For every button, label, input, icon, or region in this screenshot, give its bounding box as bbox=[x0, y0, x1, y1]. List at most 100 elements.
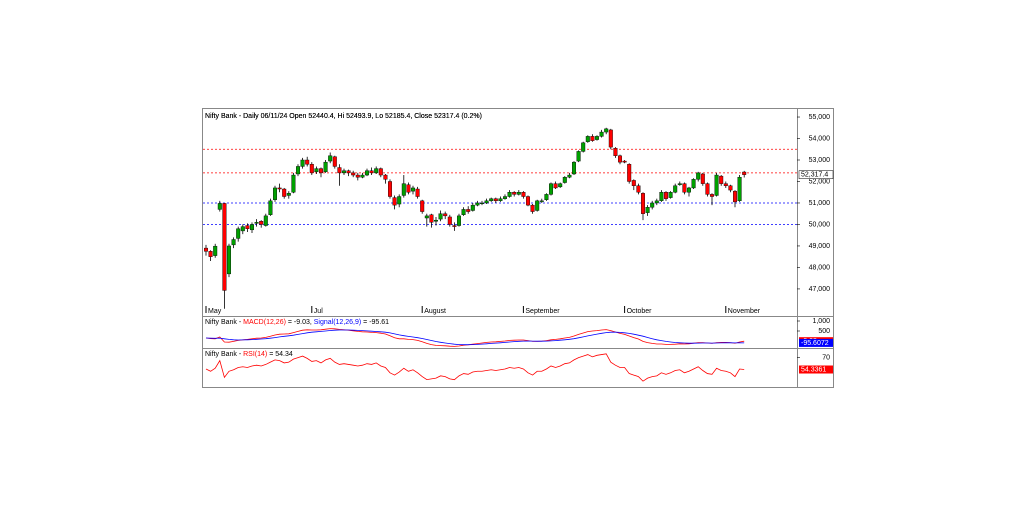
candle-body bbox=[351, 172, 356, 176]
y-tick-label: 500 bbox=[818, 328, 830, 335]
candle-body bbox=[424, 215, 429, 219]
candle-body bbox=[429, 214, 434, 223]
candle-body bbox=[309, 164, 314, 174]
candle-body bbox=[282, 188, 287, 197]
chart-frame bbox=[202, 108, 834, 388]
candle-body bbox=[208, 251, 213, 257]
candle-body bbox=[213, 245, 218, 256]
y-tick-label: 47,000 bbox=[809, 286, 831, 293]
candle-body bbox=[254, 222, 259, 224]
candle-body bbox=[654, 200, 659, 204]
y-tick-label: 52,000 bbox=[809, 178, 831, 185]
y-tick-label: 55,000 bbox=[809, 114, 831, 121]
candle-body bbox=[507, 192, 512, 197]
candle-body bbox=[392, 197, 397, 206]
candle-body bbox=[558, 183, 563, 188]
candle-body bbox=[342, 170, 347, 174]
candle-body bbox=[493, 198, 498, 202]
candle-body bbox=[217, 203, 222, 210]
x-tick-label: Jul bbox=[314, 308, 323, 315]
candle-body bbox=[480, 202, 485, 204]
candle-body bbox=[484, 200, 489, 204]
candle-body bbox=[300, 159, 305, 167]
candle-body bbox=[226, 245, 231, 275]
candle-body bbox=[687, 187, 692, 193]
candle-body bbox=[521, 192, 526, 197]
candle-body bbox=[576, 151, 581, 162]
candle-body bbox=[691, 179, 696, 189]
candle-body bbox=[705, 183, 710, 195]
candle-body bbox=[273, 187, 278, 200]
x-tick-label: October bbox=[627, 308, 653, 315]
candle-body bbox=[585, 136, 590, 142]
candle-body bbox=[369, 170, 374, 174]
candle-body bbox=[599, 131, 604, 137]
value-tag-label: 54.3361 bbox=[801, 366, 826, 373]
candle-body bbox=[613, 147, 618, 156]
candle-body bbox=[475, 202, 480, 206]
candle-body bbox=[470, 204, 475, 211]
candle-body bbox=[581, 142, 586, 152]
candle-body bbox=[346, 170, 351, 174]
x-tick-label: September bbox=[525, 308, 560, 315]
y-tick-label: 54,000 bbox=[809, 135, 831, 142]
candle-body bbox=[733, 190, 738, 203]
panel-title-part: Signal(12,26,9) bbox=[314, 319, 361, 326]
chart-title: Nifty Bank - Daily 06/11/24 Open 52440.4… bbox=[205, 113, 482, 120]
candle-body bbox=[236, 228, 241, 239]
candle-body bbox=[360, 174, 365, 178]
candle-body bbox=[723, 183, 728, 186]
candle-body bbox=[323, 161, 328, 173]
candle-body bbox=[355, 174, 360, 178]
candle-body bbox=[286, 193, 291, 196]
candle-body bbox=[710, 194, 715, 197]
candle-body bbox=[328, 155, 333, 162]
panel-title: Nifty Bank - MACD(12,26) = -9.03, Signal… bbox=[205, 319, 389, 326]
candle-body bbox=[203, 247, 208, 252]
candle-body bbox=[249, 224, 254, 231]
value-tag-label: -95.6072 bbox=[801, 340, 829, 347]
candle-body bbox=[461, 209, 466, 215]
candle-body bbox=[397, 196, 402, 205]
price-tag-label: 52,317.4 bbox=[801, 172, 828, 179]
candle-body bbox=[677, 183, 682, 185]
candle-body bbox=[700, 173, 705, 184]
x-tick-label: November bbox=[728, 308, 761, 315]
candle-body bbox=[728, 185, 733, 191]
candle-body bbox=[443, 213, 448, 217]
candle-body bbox=[434, 219, 439, 222]
panel-title-part: Nifty Bank - bbox=[205, 351, 243, 358]
panel-title-part: = -95.61 bbox=[361, 319, 389, 326]
candle-body bbox=[631, 180, 636, 186]
panel-title-part: = -9.03, bbox=[286, 319, 314, 326]
candle-body bbox=[388, 181, 393, 197]
candle-body bbox=[595, 136, 600, 140]
indicator-line bbox=[205, 329, 745, 346]
y-tick-label: 48,000 bbox=[809, 264, 831, 271]
candle-body bbox=[572, 161, 577, 175]
candle-body bbox=[742, 171, 747, 175]
candle-body bbox=[415, 188, 420, 197]
candle-body bbox=[608, 129, 613, 148]
candle-body bbox=[512, 192, 517, 195]
y-tick-label: 50,000 bbox=[809, 221, 831, 228]
y-tick-label: 70 bbox=[822, 354, 830, 361]
candle-body bbox=[526, 196, 531, 206]
y-tick-label: 1,000 bbox=[812, 318, 830, 325]
candle-body bbox=[737, 176, 742, 202]
candle-body bbox=[383, 174, 388, 180]
candle-body bbox=[319, 168, 324, 174]
candle-body bbox=[622, 160, 627, 163]
candle-body bbox=[627, 164, 632, 182]
x-tick-label: August bbox=[424, 308, 446, 315]
candle-body bbox=[641, 193, 646, 214]
candle-body bbox=[231, 239, 236, 246]
candle-body bbox=[539, 200, 544, 202]
candle-body bbox=[590, 136, 595, 141]
candle-body bbox=[673, 185, 678, 193]
candle-body bbox=[401, 183, 406, 196]
panel-title-part: MACD(12,26) bbox=[243, 319, 286, 326]
candle-body bbox=[337, 167, 342, 174]
candle-body bbox=[544, 194, 549, 200]
